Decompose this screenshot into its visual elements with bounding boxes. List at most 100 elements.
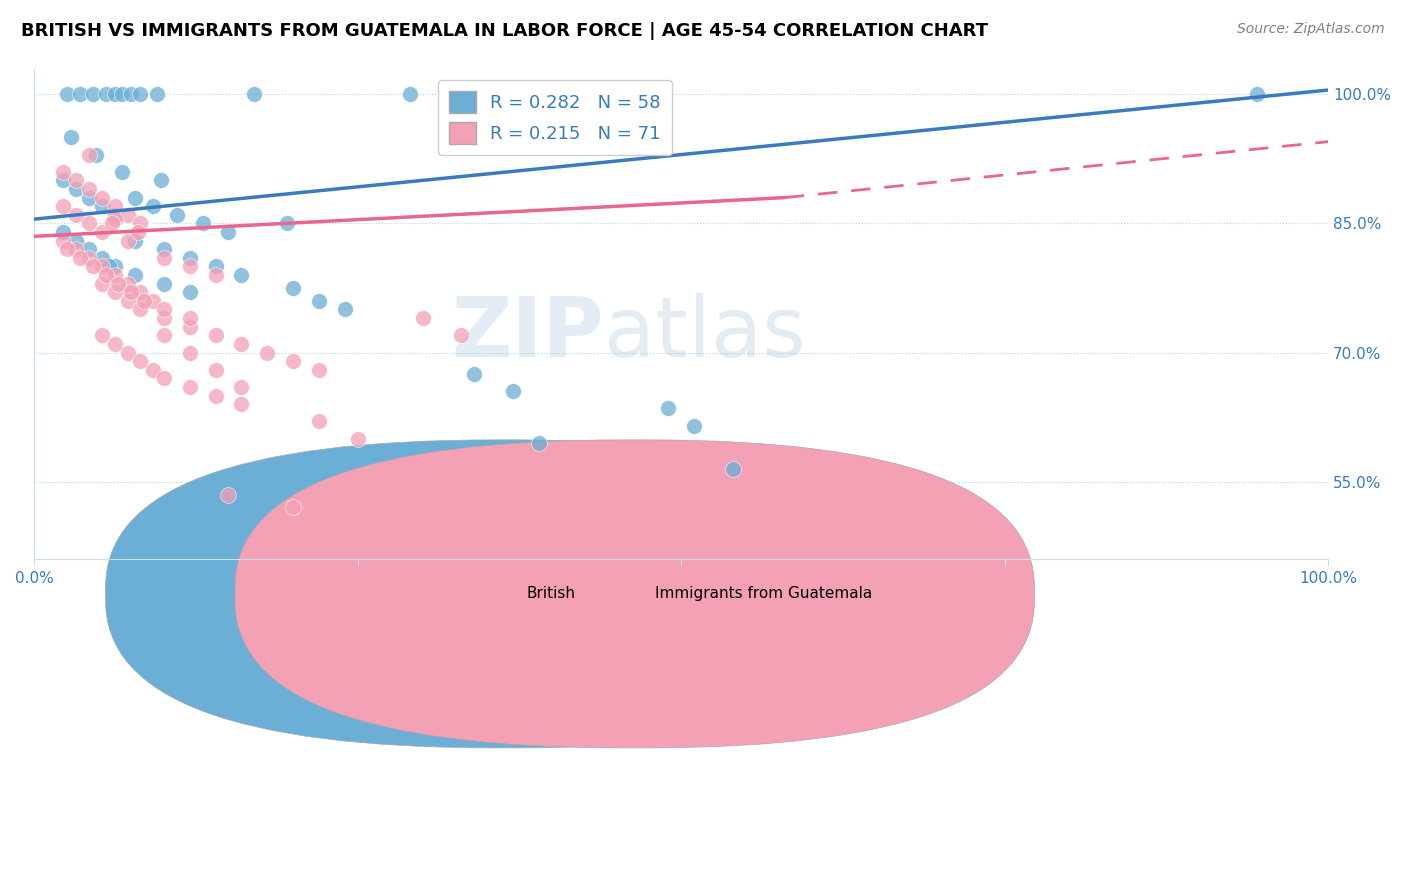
Point <box>65 234 87 248</box>
Point <box>52 234 75 248</box>
Point <box>152 242 174 256</box>
Point <box>179 345 201 359</box>
Point <box>90 191 112 205</box>
Point <box>346 432 368 446</box>
Point <box>166 208 188 222</box>
FancyBboxPatch shape <box>105 440 905 747</box>
Point <box>103 199 125 213</box>
Point <box>179 260 201 274</box>
Point <box>204 362 226 376</box>
Point <box>127 225 149 239</box>
Point <box>65 173 87 187</box>
Point <box>204 268 226 282</box>
Point <box>152 311 174 326</box>
Point <box>204 260 226 274</box>
Point <box>152 371 174 385</box>
Point <box>217 487 239 501</box>
Point <box>142 362 165 376</box>
Point <box>129 354 152 368</box>
Text: ZIP: ZIP <box>451 293 603 374</box>
Point <box>256 345 278 359</box>
Point <box>152 302 174 317</box>
Point <box>683 418 706 433</box>
Point <box>276 216 298 230</box>
Point <box>103 212 125 227</box>
Point <box>90 328 112 343</box>
Point <box>65 208 87 222</box>
Point <box>103 87 125 102</box>
Point <box>117 277 139 291</box>
Point <box>243 87 266 102</box>
Point <box>103 337 125 351</box>
Point <box>94 268 117 282</box>
Text: Immigrants from Guatemala: Immigrants from Guatemala <box>655 586 873 601</box>
Point <box>333 302 356 317</box>
Point <box>69 87 91 102</box>
Point <box>204 388 226 402</box>
Point <box>90 277 112 291</box>
Point <box>191 216 214 230</box>
Point <box>179 285 201 300</box>
Point <box>142 199 165 213</box>
Point <box>101 216 124 230</box>
Point <box>657 401 679 416</box>
Point <box>52 173 75 187</box>
Point <box>117 208 139 222</box>
Point <box>281 354 304 368</box>
Point <box>308 293 330 308</box>
Point <box>217 225 239 239</box>
Point <box>231 337 253 351</box>
Point <box>129 285 152 300</box>
Point <box>98 260 121 274</box>
Point <box>308 362 330 376</box>
Point <box>107 277 129 291</box>
Point <box>69 251 91 265</box>
Point <box>77 216 100 230</box>
Point <box>86 147 108 161</box>
Point <box>129 216 152 230</box>
Point <box>231 268 253 282</box>
Point <box>90 225 112 239</box>
Point <box>52 225 75 239</box>
Legend: R = 0.282   N = 58, R = 0.215   N = 71: R = 0.282 N = 58, R = 0.215 N = 71 <box>439 80 672 154</box>
Point <box>103 260 125 274</box>
Point <box>77 182 100 196</box>
Point <box>65 242 87 256</box>
Point <box>1246 87 1268 102</box>
Point <box>77 242 100 256</box>
Point <box>179 319 201 334</box>
Point <box>94 87 117 102</box>
Point <box>231 380 253 394</box>
Point <box>90 251 112 265</box>
Point <box>77 147 100 161</box>
Point <box>52 165 75 179</box>
Point <box>117 345 139 359</box>
Point <box>150 173 173 187</box>
Point <box>103 208 125 222</box>
Point <box>120 285 142 300</box>
Point <box>281 500 304 515</box>
Point <box>129 302 152 317</box>
Point <box>65 182 87 196</box>
Point <box>82 87 104 102</box>
Text: British: British <box>526 586 575 601</box>
Point <box>82 260 104 274</box>
Point <box>124 234 146 248</box>
Point <box>111 87 134 102</box>
Text: Source: ZipAtlas.com: Source: ZipAtlas.com <box>1237 22 1385 37</box>
Point <box>55 87 77 102</box>
Point <box>59 130 82 145</box>
Point <box>204 328 226 343</box>
Point <box>134 293 156 308</box>
Point <box>77 191 100 205</box>
Point <box>502 384 524 399</box>
Point <box>308 414 330 428</box>
Point <box>77 251 100 265</box>
FancyBboxPatch shape <box>235 440 1035 747</box>
Point <box>142 293 165 308</box>
Point <box>117 293 139 308</box>
Point <box>463 367 485 381</box>
Point <box>52 199 75 213</box>
Point <box>111 165 134 179</box>
Point <box>124 191 146 205</box>
